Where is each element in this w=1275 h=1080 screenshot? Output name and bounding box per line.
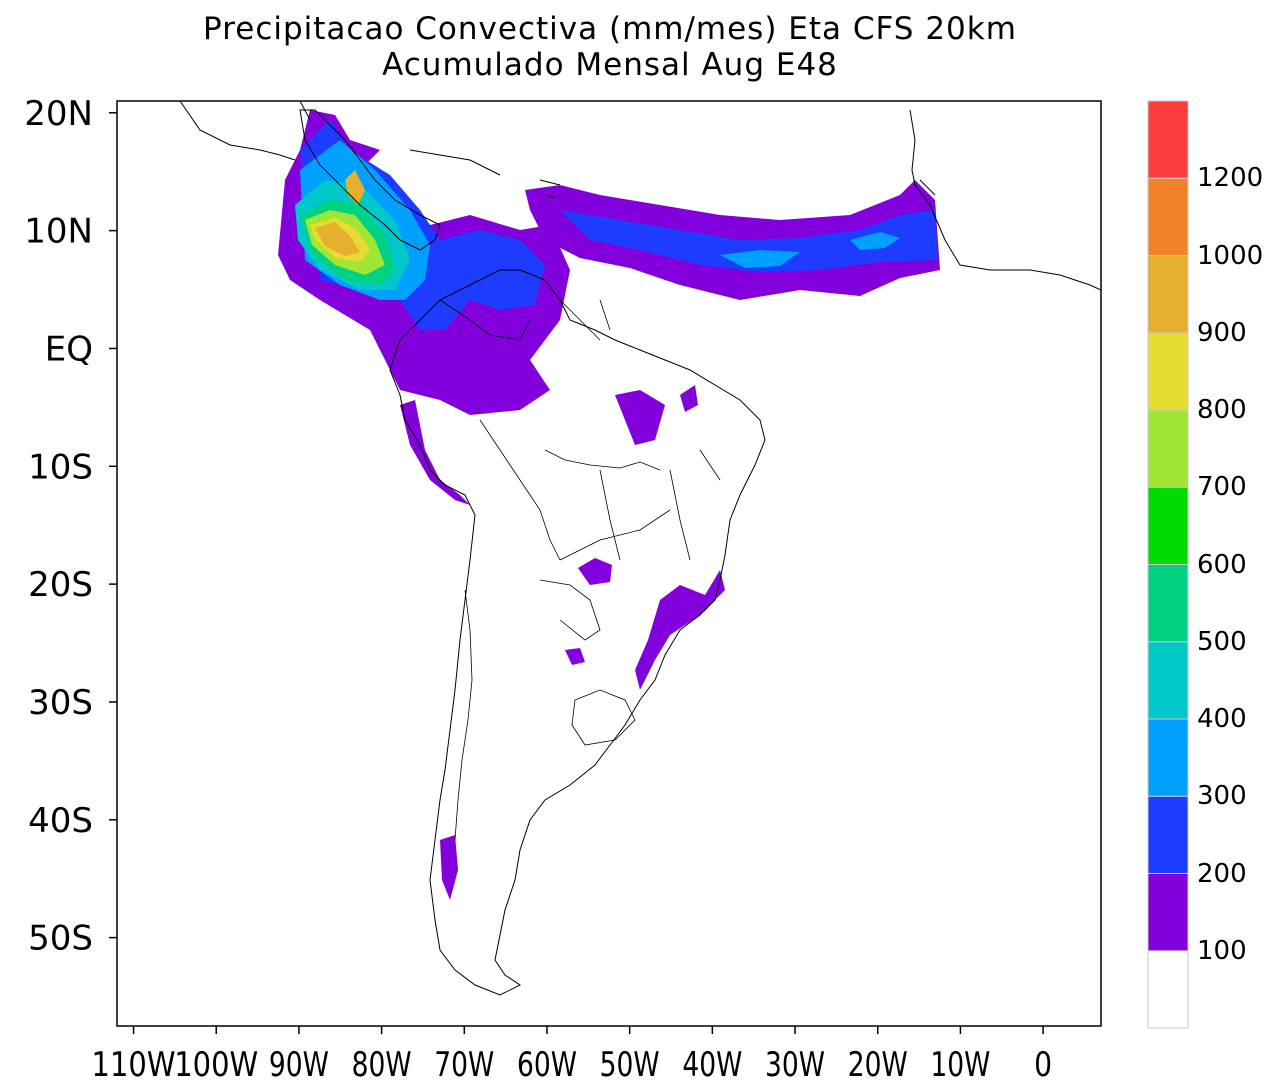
lat-tick-label: 40S — [28, 801, 93, 841]
lon-tick-label: 70W — [434, 1045, 494, 1080]
lon-tick-label: 110W — [92, 1045, 176, 1080]
plot-frame — [116, 100, 1102, 1027]
lon-tick-label: 50W — [600, 1045, 660, 1080]
colorbar-label: 900 — [1197, 317, 1247, 348]
lon-tick-label: 30W — [765, 1045, 825, 1080]
border-argentina-chile — [454, 589, 473, 841]
lat-tick-label: 20N — [24, 94, 93, 134]
coastline-central-america — [299, 109, 441, 251]
lon-tick-label: 10W — [930, 1045, 990, 1080]
colorbar-label: 1200 — [1197, 163, 1264, 194]
precip-region-itcz-lightblue — [720, 250, 800, 268]
colorbar-swatch — [1147, 177, 1189, 256]
precip-region-paraguay — [565, 648, 585, 665]
border-uruguay — [571, 689, 636, 746]
latitude-axis: 20N 10N EQ 10S 20S 30S 40S 50S — [24, 94, 117, 959]
colorbar-label: 200 — [1197, 858, 1247, 889]
colorbar-swatch — [1147, 718, 1189, 797]
lat-tick-label: 10N — [24, 212, 93, 252]
lat-tick-label: 30S — [28, 683, 93, 723]
colorbar-swatch — [1147, 100, 1189, 179]
precip-region-itcz-blue — [560, 210, 938, 272]
colorbar — [1147, 100, 1189, 1029]
colorbar-swatch — [1147, 641, 1189, 720]
lon-tick-label: 60W — [517, 1045, 577, 1080]
border-paraguay — [539, 579, 601, 641]
colorbar-swatch — [1147, 795, 1189, 874]
coastline-north-america — [179, 101, 311, 161]
colorbar-swatch — [1147, 486, 1189, 565]
precip-region-brazil-se — [635, 570, 725, 690]
lon-tick-label: 40W — [682, 1045, 742, 1080]
precip-region-orange — [315, 222, 360, 256]
precip-region-andes-peru — [400, 400, 470, 505]
map-title-line-1: Precipitacao Convectiva (mm/mes) Eta CFS… — [203, 11, 1017, 47]
lon-tick-label: 100W — [174, 1045, 258, 1080]
colorbar-label: 300 — [1197, 781, 1247, 812]
lat-tick-label: 10S — [28, 447, 93, 487]
coastline-caribbean-islands — [409, 149, 561, 199]
colorbar-label: 800 — [1197, 395, 1247, 425]
border-brazil-states — [559, 449, 721, 561]
precipitation-field — [278, 110, 940, 900]
border-guyanas — [559, 299, 611, 341]
colorbar-swatch — [1147, 950, 1189, 1029]
border-colombia-venezuela — [439, 299, 531, 341]
border-peru-bolivia — [479, 419, 561, 561]
colorbar-label: 100 — [1197, 935, 1247, 966]
precip-region-orange-2 — [345, 170, 365, 205]
precip-region-bolivia — [578, 558, 612, 585]
coastlines — [179, 101, 1101, 996]
precip-region-chile-south — [440, 835, 458, 900]
lon-tick-label: 20W — [848, 1045, 908, 1080]
colorbar-label: 700 — [1197, 472, 1247, 503]
coastline-south-america — [389, 269, 766, 996]
colorbar-swatch — [1147, 564, 1189, 643]
lon-tick-label: 90W — [269, 1045, 329, 1080]
lon-tick-label: 80W — [352, 1045, 412, 1080]
coastline-africa — [909, 109, 1101, 291]
lat-tick-label: 50S — [28, 919, 93, 959]
border-brazil-west — [544, 449, 661, 471]
country-borders — [439, 299, 721, 841]
colorbar-label: 1000 — [1197, 240, 1264, 271]
lat-tick-label: 20S — [28, 565, 93, 605]
colorbar-label: 500 — [1197, 626, 1247, 657]
colorbar-swatch — [1147, 332, 1189, 411]
colorbar-swatch — [1147, 255, 1189, 334]
colorbar-swatch — [1147, 873, 1189, 952]
colorbar-label: 600 — [1197, 549, 1247, 580]
precip-region-itcz-lightblue-2 — [850, 232, 900, 250]
precip-region-amazon-coast — [680, 385, 698, 412]
map-title-line-2: Acumulado Mensal Aug E48 — [382, 47, 838, 83]
lon-tick-label: 0 — [1034, 1045, 1052, 1080]
precip-region-amazon-east — [615, 390, 665, 445]
colorbar-swatch — [1147, 409, 1189, 488]
lat-tick-label: EQ — [45, 329, 93, 369]
colorbar-label: 400 — [1197, 704, 1247, 734]
